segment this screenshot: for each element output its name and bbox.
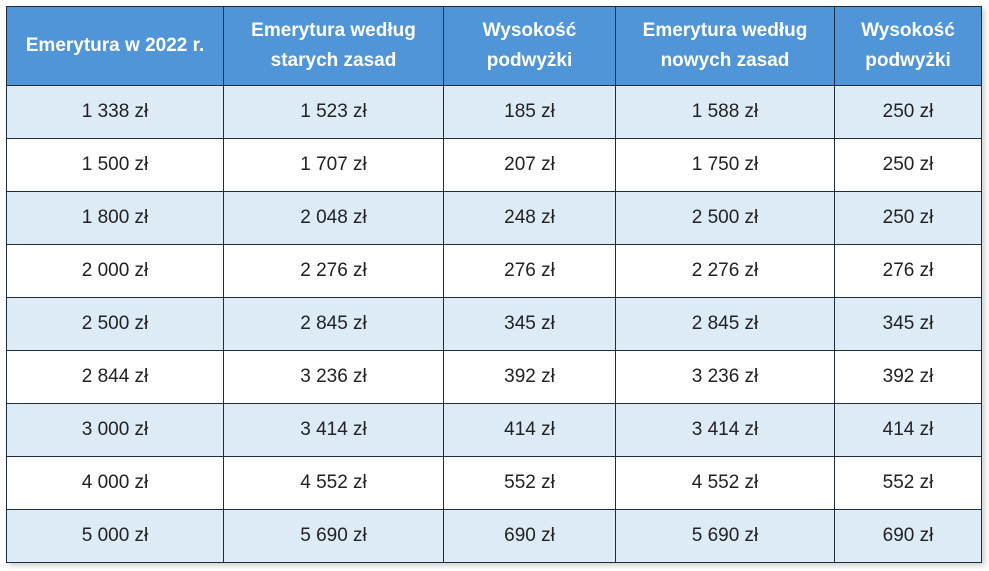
- table-cell: 690 zł: [443, 509, 616, 563]
- table-cell: 690 zł: [834, 509, 982, 563]
- table-row: 3 000 zł 3 414 zł 414 zł 3 414 zł 414 zł: [6, 403, 982, 457]
- table-cell: 5 690 zł: [223, 509, 444, 563]
- table-cell: 2 500 zł: [6, 297, 224, 351]
- header-pension-old-rules: Emerytura według starych zasad: [223, 6, 444, 86]
- header-increase-old: Wysokość podwyżki: [443, 6, 616, 86]
- table-cell: 2 000 zł: [6, 244, 224, 298]
- table-cell: 552 zł: [834, 456, 982, 510]
- table-cell: 207 zł: [443, 138, 616, 192]
- table-cell: 3 236 zł: [615, 350, 835, 404]
- table-row: 1 338 zł 1 523 zł 185 zł 1 588 zł 250 zł: [6, 85, 982, 139]
- table-cell: 3 000 zł: [6, 403, 224, 457]
- table-cell: 1 707 zł: [223, 138, 444, 192]
- table-cell: 185 zł: [443, 85, 616, 139]
- table-cell: 414 zł: [834, 403, 982, 457]
- table-cell: 2 276 zł: [615, 244, 835, 298]
- table-cell: 345 zł: [834, 297, 982, 351]
- table-cell: 1 588 zł: [615, 85, 835, 139]
- table-row: 1 800 zł 2 048 zł 248 zł 2 500 zł 250 zł: [6, 191, 982, 245]
- table-cell: 3 236 zł: [223, 350, 444, 404]
- header-row: Emerytura w 2022 r. Emerytura według sta…: [6, 6, 982, 86]
- table-cell: 2 844 zł: [6, 350, 224, 404]
- header-pension-2022: Emerytura w 2022 r.: [6, 6, 224, 86]
- table-row: 1 500 zł 1 707 zł 207 zł 1 750 zł 250 zł: [6, 138, 982, 192]
- table-row: 2 844 zł 3 236 zł 392 zł 3 236 zł 392 zł: [6, 350, 982, 404]
- table-row: 5 000 zł 5 690 zł 690 zł 5 690 zł 690 zł: [6, 509, 982, 563]
- table-cell: 248 zł: [443, 191, 616, 245]
- pension-table-container: Emerytura w 2022 r. Emerytura według sta…: [6, 6, 982, 563]
- table-cell: 5 000 zł: [6, 509, 224, 563]
- table-header: Emerytura w 2022 r. Emerytura według sta…: [6, 6, 982, 86]
- table-cell: 4 552 zł: [223, 456, 444, 510]
- table-cell: 2 276 zł: [223, 244, 444, 298]
- table-cell: 1 523 zł: [223, 85, 444, 139]
- header-increase-new: Wysokość podwyżki: [834, 6, 982, 86]
- table-cell: 4 000 zł: [6, 456, 224, 510]
- table-cell: 3 414 zł: [615, 403, 835, 457]
- table-cell: 1 338 zł: [6, 85, 224, 139]
- table-cell: 5 690 zł: [615, 509, 835, 563]
- table-cell: 1 500 zł: [6, 138, 224, 192]
- table-cell: 250 zł: [834, 191, 982, 245]
- table-body: 1 338 zł 1 523 zł 185 zł 1 588 zł 250 zł…: [6, 85, 982, 563]
- table-cell: 276 zł: [834, 244, 982, 298]
- table-cell: 392 zł: [443, 350, 616, 404]
- pension-comparison-table: Emerytura w 2022 r. Emerytura według sta…: [6, 6, 982, 563]
- table-cell: 414 zł: [443, 403, 616, 457]
- table-cell: 250 zł: [834, 85, 982, 139]
- table-cell: 552 zł: [443, 456, 616, 510]
- table-cell: 250 zł: [834, 138, 982, 192]
- header-pension-new-rules: Emerytura według nowych zasad: [615, 6, 835, 86]
- table-cell: 1 750 zł: [615, 138, 835, 192]
- table-cell: 4 552 zł: [615, 456, 835, 510]
- table-cell: 345 zł: [443, 297, 616, 351]
- table-cell: 3 414 zł: [223, 403, 444, 457]
- table-cell: 2 845 zł: [615, 297, 835, 351]
- table-cell: 2 500 zł: [615, 191, 835, 245]
- table-row: 2 000 zł 2 276 zł 276 zł 2 276 zł 276 zł: [6, 244, 982, 298]
- table-cell: 392 zł: [834, 350, 982, 404]
- table-cell: 2 048 zł: [223, 191, 444, 245]
- table-cell: 2 845 zł: [223, 297, 444, 351]
- table-row: 4 000 zł 4 552 zł 552 zł 4 552 zł 552 zł: [6, 456, 982, 510]
- table-row: 2 500 zł 2 845 zł 345 zł 2 845 zł 345 zł: [6, 297, 982, 351]
- table-cell: 1 800 zł: [6, 191, 224, 245]
- table-cell: 276 zł: [443, 244, 616, 298]
